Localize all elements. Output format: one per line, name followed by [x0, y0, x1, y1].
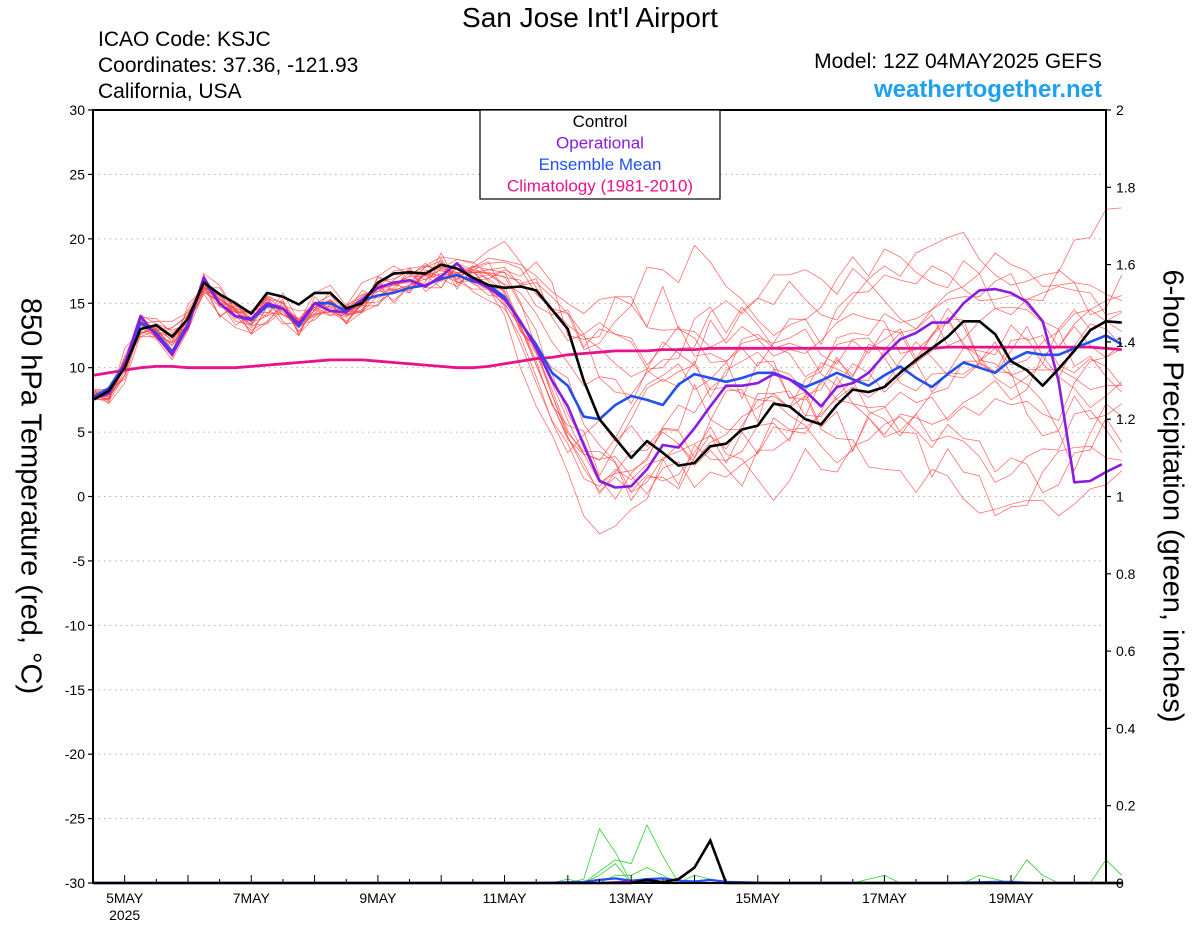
precip-member-line-1 [93, 827, 1122, 884]
model-run: Model: 12Z 04MAY2025 GEFS [814, 50, 1102, 73]
y2-tick-label: 1.8 [1116, 179, 1136, 195]
climatology-1981-2010-line [92, 345, 1122, 377]
legend-entry: Ensemble Mean [539, 155, 662, 174]
grid-lines [93, 173, 1106, 820]
y2-tick-label: 1.4 [1116, 334, 1136, 350]
precip-series [93, 824, 1123, 885]
y2-tick-label: 0.6 [1116, 643, 1136, 659]
legend-box [479, 109, 721, 200]
precip-member-line-2 [93, 824, 1122, 884]
member-line-16 [92, 265, 1123, 453]
y2-tick-label: 0.4 [1116, 720, 1136, 736]
precip-control-line [93, 837, 1122, 885]
y-tick-label: -25 [65, 811, 85, 827]
y2-tick-label: 1.2 [1116, 411, 1136, 427]
operational-line [92, 261, 1123, 489]
y-tick-label: 30 [69, 102, 85, 118]
y2-tick-label: 0.2 [1116, 798, 1136, 814]
legend-entry: Control [573, 112, 628, 131]
main-series [92, 261, 1123, 489]
x-tick-label: 15MAY [735, 890, 781, 906]
member-line-5 [92, 266, 1122, 454]
y2-tick-label: 0.8 [1116, 566, 1136, 582]
member-line-11 [92, 265, 1122, 535]
legend: Control Operational Ensemble Mean Climatolo… [479, 109, 721, 200]
y2-tick-label: 0 [1116, 875, 1124, 891]
x-tick-label: 13MAY [609, 890, 655, 906]
y-tick-label: -10 [65, 617, 85, 633]
y-tick-label: 25 [69, 166, 85, 182]
member-line-14 [92, 261, 1123, 396]
y-tick-label: -30 [65, 875, 85, 891]
legend-entry: Climatology (1981-2010) [507, 177, 693, 196]
member-line-15 [93, 271, 1122, 487]
member-line-17 [92, 262, 1123, 483]
y-tick-label: 5 [77, 424, 85, 440]
member-line-3 [93, 264, 1123, 500]
chart-title: San Jose Int'l Airport [462, 2, 718, 33]
x-tick-label: 17MAY [862, 890, 908, 906]
member-line-19 [92, 262, 1123, 495]
region: California, USA [98, 80, 242, 103]
ensemble-members [92, 207, 1123, 535]
site-link[interactable]: weathertogether.net [873, 76, 1102, 103]
y2-tick-label: 2 [1116, 102, 1124, 118]
x-tick-label: 19MAY [989, 890, 1035, 906]
axes: -30-25-20-15-10-505101520253000.20.40.60… [65, 102, 1136, 923]
icao-code: ICAO Code: KSJC [98, 28, 271, 51]
x-tick-label: 9MAY [359, 890, 397, 906]
y-tick-label: -15 [65, 682, 85, 698]
y2-tick-label: 1.6 [1116, 257, 1136, 273]
y-tick-label: 15 [69, 295, 85, 311]
y-tick-label: 10 [69, 360, 85, 376]
x-tick-year: 2025 [109, 907, 140, 923]
y-tick-label: 20 [69, 231, 85, 247]
member-line-13 [92, 261, 1123, 517]
control-line [92, 263, 1122, 467]
coordinates: Coordinates: 37.36, -121.93 [98, 54, 359, 77]
y-tick-label: -5 [73, 553, 86, 569]
x-tick-label: 11MAY [483, 890, 527, 906]
y2-tick-label: 1 [1116, 489, 1124, 505]
y-tick-label: -20 [65, 746, 85, 762]
y-tick-label: 0 [77, 489, 85, 505]
x-tick-label: 5MAY [106, 890, 144, 906]
member-line-10 [92, 244, 1122, 398]
x-tick-label: 7MAY [233, 890, 271, 906]
legend-entry: Operational [556, 134, 644, 153]
ensemble-mean-line [92, 273, 1123, 421]
